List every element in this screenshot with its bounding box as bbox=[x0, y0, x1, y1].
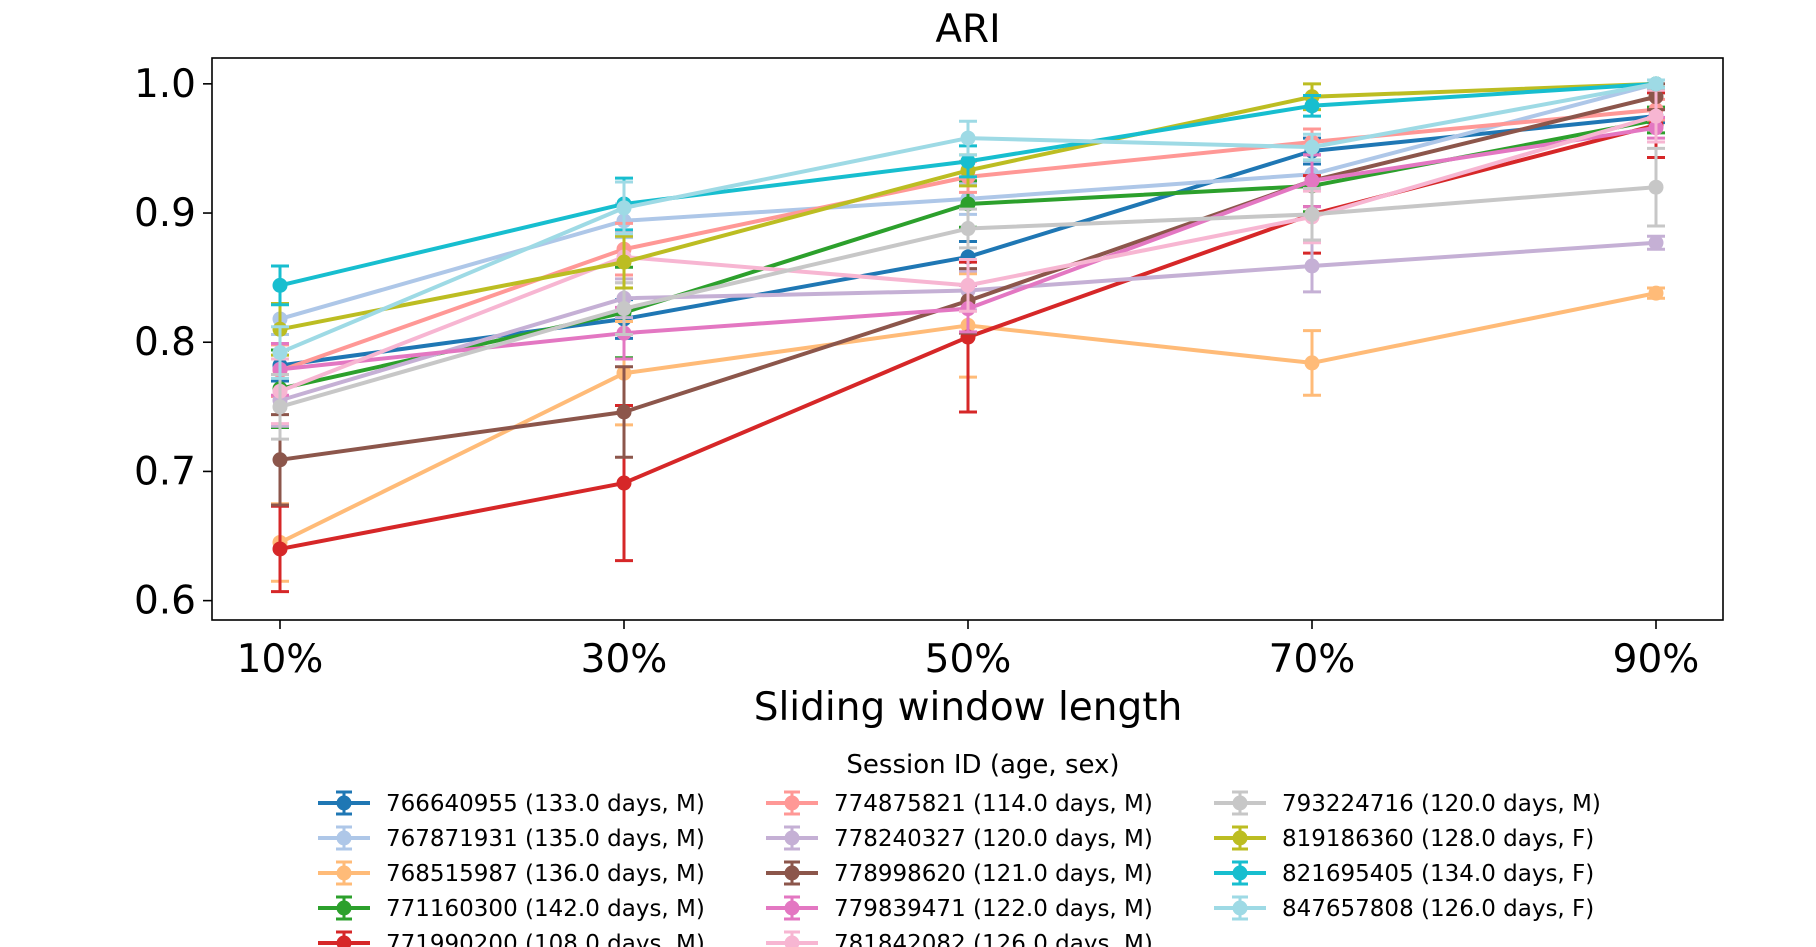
y-tick-label: 0.7 bbox=[134, 449, 196, 494]
legend-label: 768515987 (136.0 days, M) bbox=[386, 861, 705, 887]
data-point bbox=[1648, 76, 1664, 92]
data-point bbox=[960, 130, 976, 146]
x-axis-label: Sliding window length bbox=[754, 685, 1183, 730]
legend-item: 778240327 (120.0 days, M) bbox=[766, 825, 1153, 852]
legend-item: 781842082 (126.0 days, M) bbox=[766, 930, 1153, 947]
legend-item: 819186360 (128.0 days, F) bbox=[1214, 825, 1594, 852]
legend-label: 778240327 (120.0 days, M) bbox=[834, 826, 1153, 852]
data-point bbox=[960, 153, 976, 169]
legend-item: 793224716 (120.0 days, M) bbox=[1214, 790, 1601, 817]
legend-item: 821695405 (134.0 days, F) bbox=[1214, 860, 1594, 887]
legend: 766640955 (133.0 days, M) 767871931 (135.… bbox=[318, 790, 1601, 947]
data-point bbox=[272, 399, 288, 415]
y-axis: 0.6 0.7 0.8 0.9 1.0 bbox=[134, 62, 212, 624]
data-point bbox=[272, 541, 288, 557]
legend-item: 767871931 (135.0 days, M) bbox=[318, 825, 705, 852]
legend-title: Session ID (age, sex) bbox=[846, 750, 1119, 780]
legend-swatch-marker bbox=[1232, 830, 1248, 846]
data-point bbox=[616, 301, 632, 317]
plot-area bbox=[271, 76, 1665, 594]
legend-label: 793224716 (120.0 days, M) bbox=[1282, 791, 1601, 817]
data-point bbox=[1648, 285, 1664, 301]
legend-swatch-marker bbox=[336, 830, 352, 846]
y-tick-label: 0.6 bbox=[134, 579, 196, 624]
data-point bbox=[1304, 206, 1320, 222]
chart-title: ARI bbox=[935, 7, 1000, 52]
data-point bbox=[272, 452, 288, 468]
data-point bbox=[616, 254, 632, 270]
legend-item: 774875821 (114.0 days, M) bbox=[766, 790, 1153, 817]
legend-item: 847657808 (126.0 days, F) bbox=[1214, 895, 1594, 922]
data-point bbox=[1304, 258, 1320, 274]
data-point bbox=[1648, 108, 1664, 124]
data-point bbox=[616, 200, 632, 216]
x-tick-label: 50% bbox=[925, 637, 1012, 682]
legend-swatch-marker bbox=[336, 865, 352, 881]
legend-swatch-marker bbox=[784, 830, 800, 846]
data-point bbox=[272, 345, 288, 361]
data-point bbox=[1304, 355, 1320, 371]
legend-swatch-marker bbox=[336, 900, 352, 916]
legend-swatch-marker bbox=[1232, 865, 1248, 881]
legend-item: 771160300 (142.0 days, M) bbox=[318, 895, 705, 922]
y-tick-label: 1.0 bbox=[134, 62, 196, 107]
legend-label: 781842082 (126.0 days, M) bbox=[834, 931, 1153, 947]
x-tick-label: 90% bbox=[1613, 637, 1700, 682]
legend-label: 821695405 (134.0 days, F) bbox=[1282, 861, 1594, 887]
x-tick-label: 70% bbox=[1269, 637, 1356, 682]
data-point bbox=[616, 475, 632, 491]
legend-label: 779839471 (122.0 days, M) bbox=[834, 896, 1153, 922]
legend-swatch-marker bbox=[336, 795, 352, 811]
data-point bbox=[1304, 98, 1320, 114]
legend-label: 771160300 (142.0 days, M) bbox=[386, 896, 705, 922]
x-tick-label: 10% bbox=[237, 637, 324, 682]
legend-item: 768515987 (136.0 days, M) bbox=[318, 860, 705, 887]
series-14 bbox=[271, 76, 1665, 380]
legend-label: 819186360 (128.0 days, F) bbox=[1282, 826, 1594, 852]
legend-item: 766640955 (133.0 days, M) bbox=[318, 790, 705, 817]
data-point bbox=[1648, 235, 1664, 251]
legend-label: 847657808 (126.0 days, F) bbox=[1282, 896, 1594, 922]
data-point bbox=[1304, 173, 1320, 189]
legend-swatch-marker bbox=[784, 900, 800, 916]
legend-swatch-marker bbox=[1232, 900, 1248, 916]
legend-label: 774875821 (114.0 days, M) bbox=[834, 791, 1153, 817]
data-point bbox=[616, 404, 632, 420]
data-point bbox=[1304, 139, 1320, 155]
data-point bbox=[960, 221, 976, 237]
data-point bbox=[272, 277, 288, 293]
legend-swatch-marker bbox=[1232, 795, 1248, 811]
legend-swatch-marker bbox=[784, 795, 800, 811]
legend-swatch-marker bbox=[784, 865, 800, 881]
legend-label: 771990200 (108.0 days, M) bbox=[386, 931, 705, 947]
legend-item: 771990200 (108.0 days, M) bbox=[318, 930, 705, 947]
legend-swatch-marker bbox=[784, 935, 800, 947]
y-tick-label: 0.9 bbox=[134, 191, 196, 236]
data-point bbox=[1648, 179, 1664, 195]
x-tick-label: 30% bbox=[581, 637, 668, 682]
legend-label: 767871931 (135.0 days, M) bbox=[386, 826, 705, 852]
legend-swatch-marker bbox=[336, 935, 352, 947]
y-tick-label: 0.8 bbox=[134, 320, 196, 365]
legend-item: 778998620 (121.0 days, M) bbox=[766, 860, 1153, 887]
x-axis: 10% 30% 50% 70% 90% bbox=[237, 620, 1700, 682]
data-point bbox=[960, 277, 976, 293]
legend-item: 779839471 (122.0 days, M) bbox=[766, 895, 1153, 922]
legend-label: 778998620 (121.0 days, M) bbox=[834, 861, 1153, 887]
legend-label: 766640955 (133.0 days, M) bbox=[386, 791, 705, 817]
